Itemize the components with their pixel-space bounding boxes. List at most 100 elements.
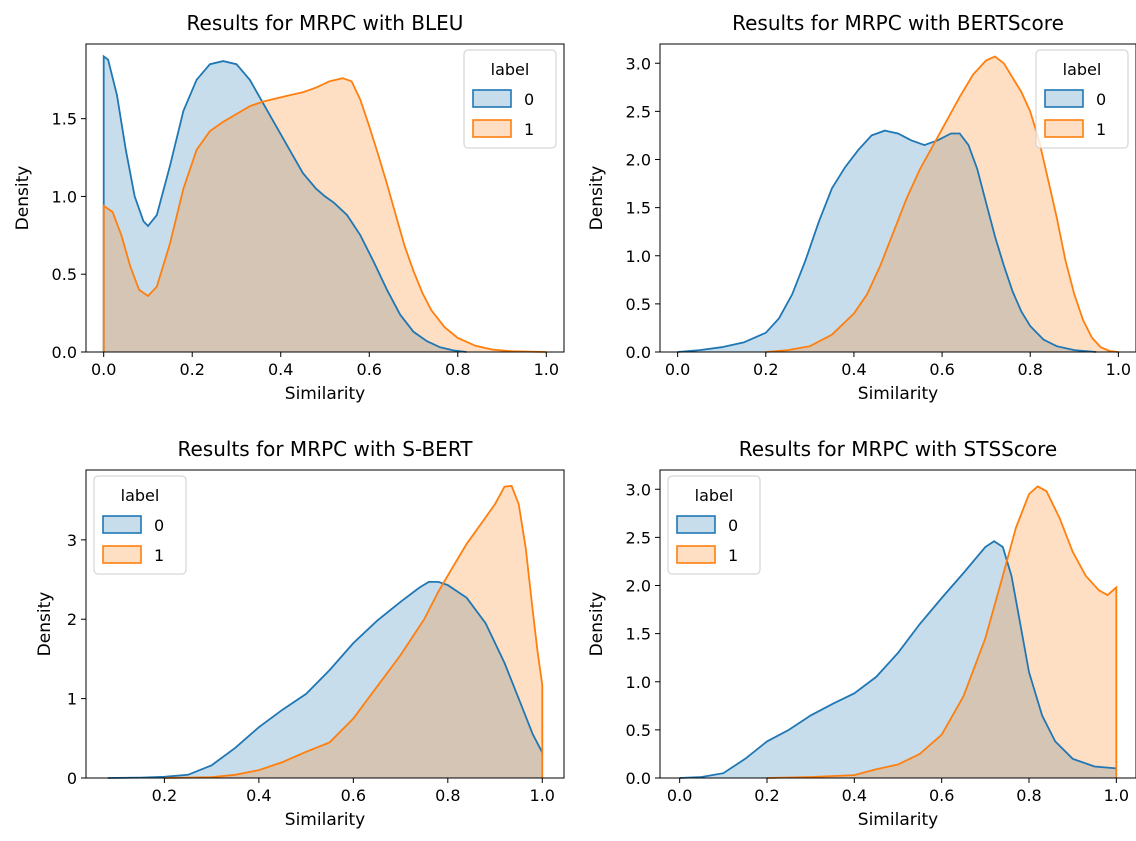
series-1-line — [102, 77, 547, 353]
legend-swatch-1 — [1044, 119, 1084, 138]
legend-title: label — [121, 486, 160, 505]
series-0-area — [677, 130, 1097, 352]
x-tick-label: 0.6 — [929, 360, 954, 379]
x-tick-label: 0.4 — [841, 360, 866, 379]
y-tick-label: 2.5 — [626, 102, 651, 121]
y-tick-label: 0.0 — [626, 769, 651, 788]
x-tick-label: 0.6 — [341, 786, 366, 805]
series-0-line — [107, 581, 544, 779]
legend-box — [463, 49, 557, 149]
legend-label-0: 0 — [728, 516, 738, 535]
legend-label-0: 0 — [524, 90, 534, 109]
subplot-sbert: 0.2 0.4 0.6 0.8 1.0 0 1 2 3 Results for MRPC with… — [35, 437, 565, 830]
legend-label-1: 1 — [728, 546, 738, 565]
y-tick-label: 3 — [67, 531, 77, 550]
legend-title: label — [1063, 60, 1102, 79]
legend-swatch-0 — [472, 89, 512, 108]
x-tick-label: 0.4 — [268, 360, 293, 379]
y-axis-label: Density — [587, 166, 607, 231]
legend-title: label — [695, 486, 734, 505]
y-tick-label: 2.0 — [626, 151, 651, 170]
legend-label-0: 0 — [154, 516, 164, 535]
axes-frame — [85, 469, 565, 779]
x-tick-label: 0.0 — [667, 786, 692, 805]
series-0-line — [102, 54, 467, 353]
y-tick-label: 1.5 — [52, 110, 77, 129]
legend: label 0 1 — [667, 475, 761, 575]
legend-box — [93, 475, 187, 575]
chart-title: Results for MRPC with BERTScore — [732, 11, 1064, 35]
legend-swatch-0 — [676, 515, 716, 534]
x-tick-label: 0.8 — [1017, 360, 1042, 379]
series-1-area — [164, 485, 543, 778]
x-tick-label: 0.2 — [152, 786, 177, 805]
y-tick-label: 3.0 — [626, 54, 651, 73]
x-tick-label: 0.4 — [842, 786, 867, 805]
x-tick-label: 1.0 — [530, 786, 555, 805]
legend-swatch-1 — [102, 545, 142, 564]
x-tick-label: 0.2 — [754, 786, 779, 805]
series-0-line — [677, 129, 1097, 353]
x-tick-label: 0.2 — [753, 360, 778, 379]
series-1-line — [765, 55, 1119, 353]
y-tick-label: 1.5 — [626, 625, 651, 644]
axes-frame — [85, 43, 565, 353]
x-axis-label: Similarity — [858, 810, 938, 830]
x-tick-label: 0.0 — [91, 360, 116, 379]
x-tick-label: 0.6 — [929, 786, 954, 805]
x-tick-label: 0.8 — [445, 360, 470, 379]
y-tick-label: 1.5 — [626, 199, 651, 218]
series-1-area — [103, 78, 547, 352]
y-tick-label: 2.0 — [626, 577, 651, 596]
legend-swatch-1 — [676, 545, 716, 564]
axes-frame — [659, 43, 1136, 353]
series-0-line — [679, 540, 1117, 779]
x-tick-label: 0.6 — [357, 360, 382, 379]
axes-frame — [659, 469, 1136, 779]
y-tick-label: 0.5 — [626, 295, 651, 314]
subplot-bleu: 0.0 0.2 0.4 0.6 0.8 1.0 0.0 0.5 1.0 1.5 Results fo… — [13, 11, 565, 404]
x-tick-label: 1.0 — [534, 360, 559, 379]
series-0-area — [107, 581, 543, 778]
legend: label 0 1 — [93, 475, 187, 575]
y-tick-label: 1.0 — [626, 673, 651, 692]
legend-label-1: 1 — [1096, 120, 1106, 139]
y-tick-label: 1.0 — [52, 187, 77, 206]
x-axis-label: Similarity — [285, 384, 365, 404]
legend-label-0: 0 — [1096, 90, 1106, 109]
y-tick-label: 1 — [67, 690, 77, 709]
y-axis-label: Density — [587, 592, 607, 657]
y-tick-label: 2 — [67, 610, 77, 629]
y-tick-label: 3.0 — [626, 480, 651, 499]
y-axis-label: Density — [13, 166, 33, 231]
x-axis-label: Similarity — [285, 810, 365, 830]
y-axis-label: Density — [35, 592, 55, 657]
legend-box — [667, 475, 761, 575]
x-tick-label: 0.8 — [435, 786, 460, 805]
y-tick-label: 0.5 — [626, 721, 651, 740]
y-tick-label: 0.5 — [52, 265, 77, 284]
x-tick-label: 1.0 — [1104, 786, 1129, 805]
subplot-stsscore: 0.0 0.2 0.4 0.6 0.8 1.0 0.0 0.5 1.0 1.5 2.0 2.5 3.0 R… — [587, 437, 1136, 830]
series-1-line — [766, 485, 1118, 779]
legend-swatch-0 — [102, 515, 142, 534]
legend: label 0 1 — [463, 49, 557, 149]
legend-swatch-0 — [1044, 89, 1084, 108]
x-tick-label: 1.0 — [1106, 360, 1131, 379]
legend-label-1: 1 — [524, 120, 534, 139]
legend-label-1: 1 — [154, 546, 164, 565]
y-tick-label: 2.5 — [626, 528, 651, 547]
y-tick-label: 0.0 — [52, 343, 77, 362]
x-tick-label: 0.4 — [246, 786, 271, 805]
x-tick-label: 0.0 — [665, 360, 690, 379]
legend-title: label — [491, 60, 530, 79]
y-tick-label: 1.0 — [626, 247, 651, 266]
legend: label 0 1 — [1035, 49, 1129, 149]
legend-box — [1035, 49, 1129, 149]
series-0-area — [679, 541, 1117, 778]
series-1-area — [765, 56, 1119, 352]
chart-title: Results for MRPC with S-BERT — [178, 437, 474, 461]
x-tick-label: 0.8 — [1016, 786, 1041, 805]
series-0-area — [103, 56, 467, 353]
